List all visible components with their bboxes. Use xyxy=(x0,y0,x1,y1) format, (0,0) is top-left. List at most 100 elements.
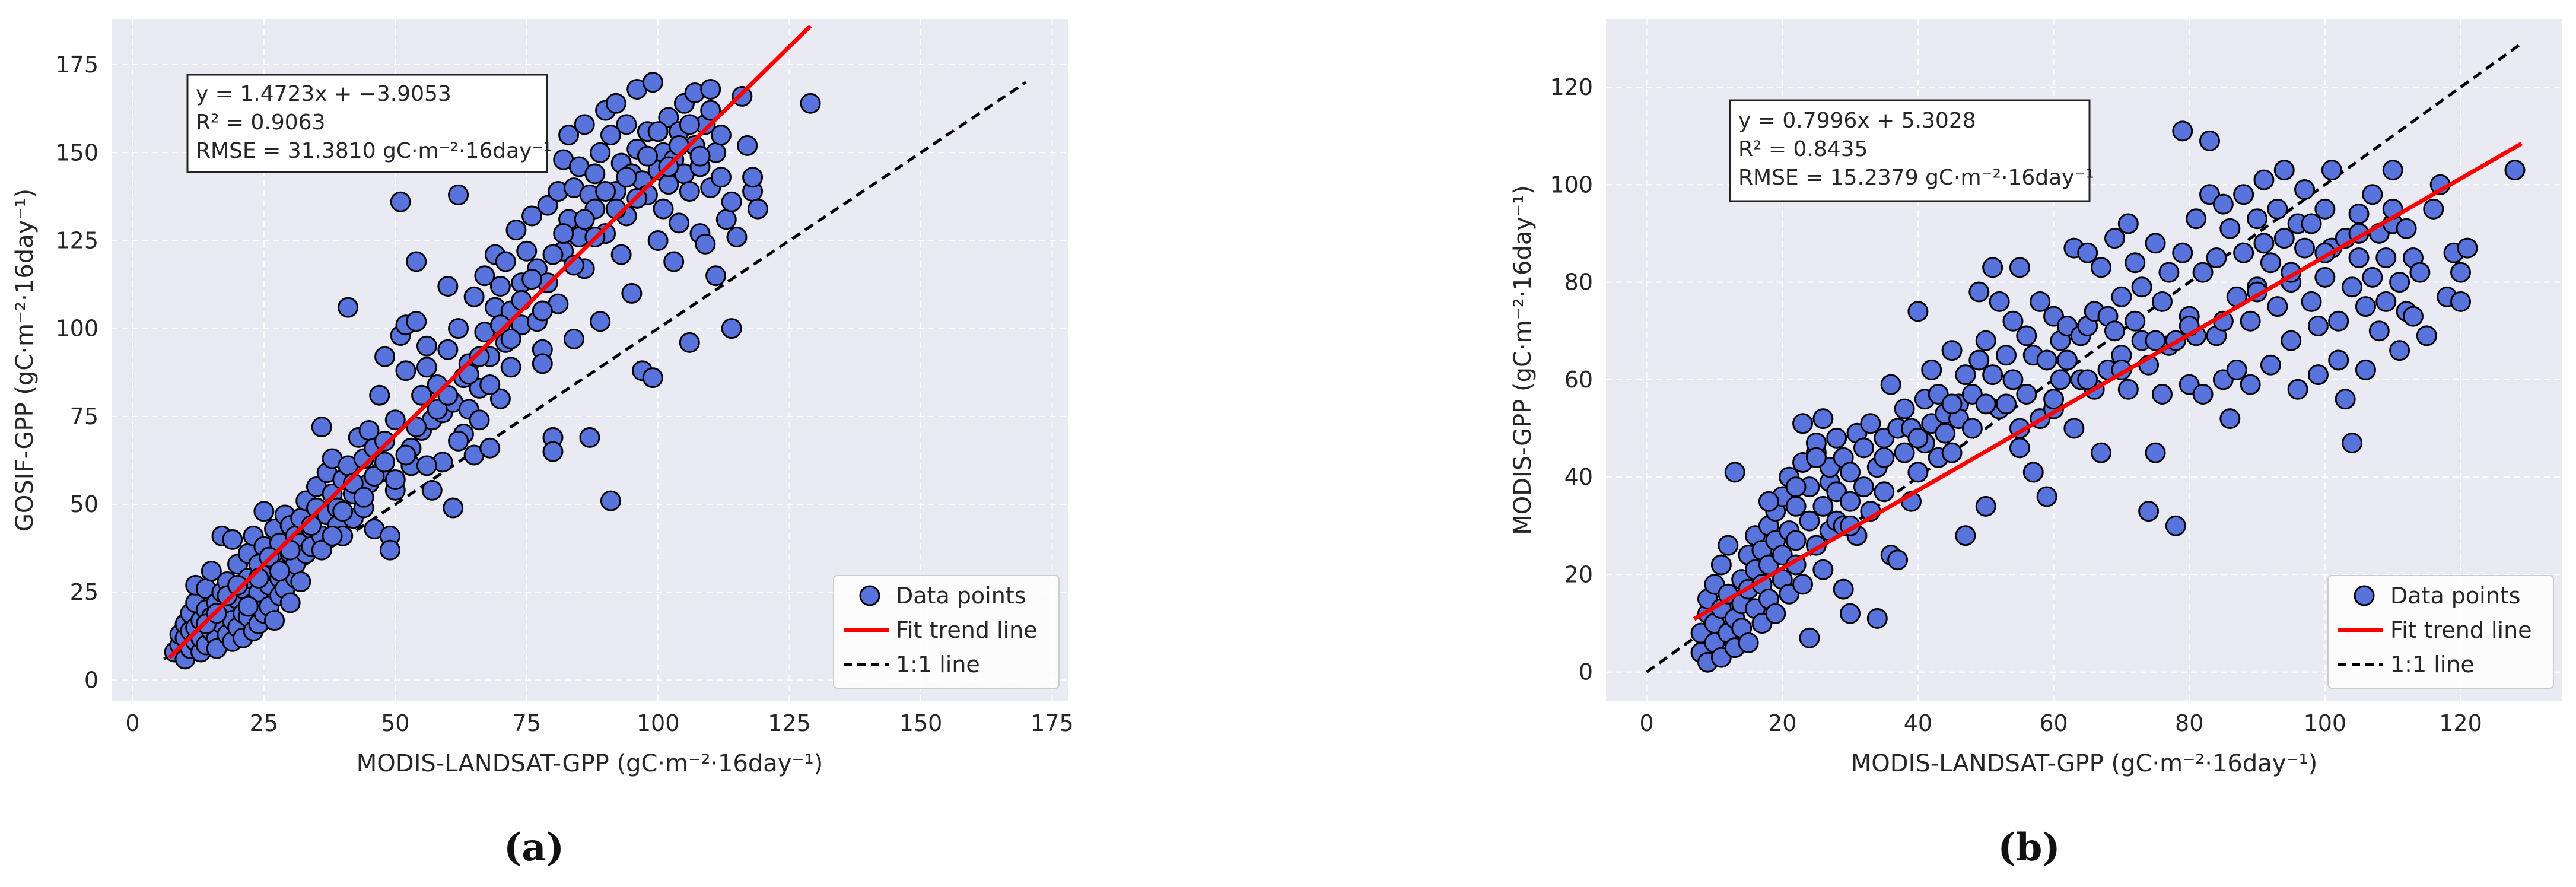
data-point xyxy=(537,195,558,216)
data-point xyxy=(1887,549,1909,571)
data-point xyxy=(500,357,521,378)
y-tick-label: 100 xyxy=(55,316,98,342)
data-point xyxy=(2009,437,2030,459)
data-point xyxy=(469,409,490,431)
data-point xyxy=(469,346,490,367)
data-point xyxy=(695,233,716,255)
data-point xyxy=(1996,345,2017,366)
y-tick-label: 0 xyxy=(1579,659,1593,685)
data-point xyxy=(2036,486,2057,507)
data-point xyxy=(2233,242,2254,263)
data-point xyxy=(521,269,543,290)
y-axis-label-b: MODIS-GPP (gC·m⁻²·16day⁻¹) xyxy=(1509,185,1537,535)
data-point xyxy=(2287,379,2308,400)
data-point xyxy=(2151,291,2173,312)
data-point xyxy=(2036,349,2057,371)
data-point xyxy=(2104,320,2125,342)
data-point xyxy=(448,430,469,452)
x-axis-label-a: MODIS-LANDSAT-GPP (gC·m⁻²·16day⁻¹) xyxy=(357,750,823,777)
data-point xyxy=(2253,169,2275,190)
data-point xyxy=(2342,276,2363,298)
data-point xyxy=(747,198,768,220)
data-point xyxy=(1758,491,1779,512)
data-point xyxy=(2368,320,2390,342)
data-point xyxy=(516,240,538,262)
panel-label-a: (a) xyxy=(504,825,564,870)
data-point xyxy=(1738,632,1759,653)
data-point xyxy=(1812,559,1834,580)
data-point xyxy=(2091,257,2112,278)
data-point xyxy=(590,311,611,332)
data-point xyxy=(1718,535,1739,556)
y-axis-label-a: GOSIF-GPP (gC·m⁻²·16day⁻¹) xyxy=(11,189,39,532)
data-point xyxy=(1812,495,1834,517)
data-point xyxy=(279,592,301,613)
data-point xyxy=(474,265,495,287)
legend-label-fit-a: Fit trend line xyxy=(896,617,1038,643)
data-point xyxy=(1941,393,1963,415)
data-point xyxy=(1724,462,1745,483)
data-point xyxy=(542,244,564,265)
data-point xyxy=(1955,364,1976,386)
data-point xyxy=(1907,462,1929,483)
data-point xyxy=(1874,481,1895,503)
data-point xyxy=(2450,262,2472,283)
data-point xyxy=(2348,204,2370,225)
data-point xyxy=(395,444,416,466)
data-point xyxy=(2267,198,2288,220)
data-point xyxy=(406,417,427,438)
data-point xyxy=(1874,447,1895,468)
data-point xyxy=(2382,160,2403,181)
data-point xyxy=(710,125,732,146)
data-point xyxy=(2199,130,2221,151)
data-point xyxy=(715,209,737,230)
r2-b: R² = 0.8435 xyxy=(1738,137,1868,161)
data-point xyxy=(2328,310,2349,332)
data-point xyxy=(1812,408,1834,430)
data-point xyxy=(663,251,685,272)
data-point xyxy=(1792,413,1814,434)
ticks-b: 0 20 40 60 80 100 120 0 20 40 60 80 100 120 xyxy=(1550,74,2482,736)
data-point xyxy=(1907,301,1929,322)
x-tick-label: 40 xyxy=(1904,710,1932,736)
data-point xyxy=(2063,418,2085,439)
panel-label-b: (b) xyxy=(1998,825,2060,870)
data-point xyxy=(600,490,621,511)
annotation-box-a: y = 1.4723x + −3.9053 R² = 0.9063 RMSE =… xyxy=(186,74,552,173)
data-point xyxy=(669,135,690,156)
data-point xyxy=(384,409,406,431)
x-tick-label: 0 xyxy=(1640,710,1654,736)
data-point xyxy=(2125,252,2146,274)
data-point xyxy=(2314,198,2336,220)
data-point xyxy=(2328,349,2349,371)
data-point xyxy=(1860,413,1881,434)
data-point xyxy=(653,198,674,220)
data-point xyxy=(227,574,249,596)
data-point xyxy=(500,328,521,349)
data-point xyxy=(1785,476,1807,498)
data-point xyxy=(1866,608,1888,629)
data-point xyxy=(269,561,290,582)
y-tick-label: 20 xyxy=(1564,561,1593,587)
data-point xyxy=(443,497,464,519)
data-point xyxy=(311,539,332,561)
data-point xyxy=(201,561,222,582)
data-point xyxy=(222,529,243,550)
data-point xyxy=(2117,213,2139,234)
y-tick-label: 50 xyxy=(70,491,98,517)
points-a xyxy=(164,72,821,670)
data-point xyxy=(448,318,469,339)
data-point xyxy=(669,212,690,234)
data-point xyxy=(721,191,742,212)
data-point xyxy=(2362,266,2383,288)
data-point xyxy=(322,525,343,546)
data-point xyxy=(1941,340,1963,361)
data-point xyxy=(237,596,259,617)
data-point xyxy=(2348,247,2370,268)
data-point xyxy=(563,255,584,276)
y-tick-label: 80 xyxy=(1564,269,1593,295)
data-point xyxy=(448,184,469,205)
chart-a: 0 25 50 75 100 125 150 175 0 25 50 75 100 125 150 175 y… xyxy=(11,19,1074,870)
y-tick-label: 0 xyxy=(84,667,98,693)
